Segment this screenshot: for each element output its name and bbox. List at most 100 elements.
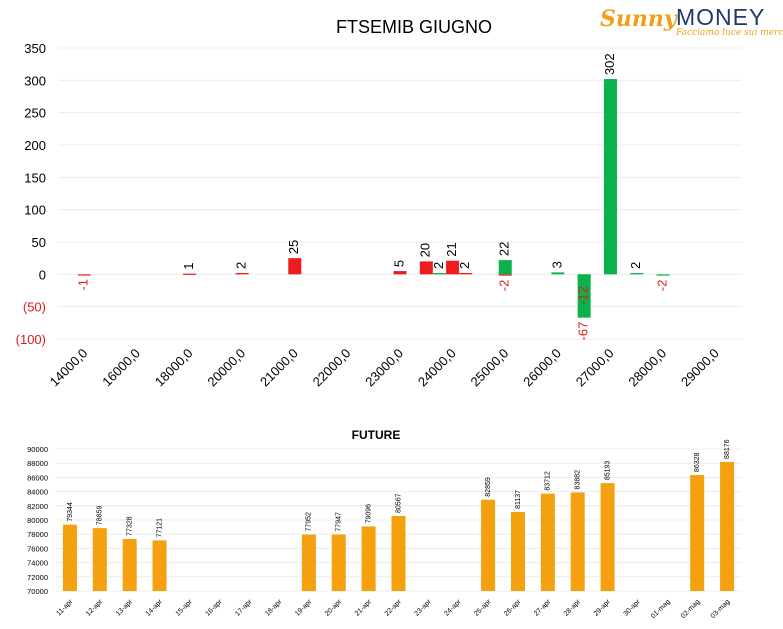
y-tick-label: 76000 (27, 544, 48, 553)
data-label: 2 (234, 262, 249, 269)
x-tick-label: 27-apr (533, 598, 553, 618)
data-label: 3 (549, 261, 564, 268)
data-label: 20 (418, 243, 433, 257)
logo-sunny-text: Sunny (600, 6, 677, 32)
x-tick-label: 21000,0 (257, 346, 301, 390)
x-tick-label: 14000,0 (47, 346, 91, 390)
logo-money-text: MONEY (676, 4, 766, 30)
x-tick-label: 20-apr (324, 598, 344, 618)
bar (152, 540, 167, 591)
bar (577, 274, 591, 318)
bar (570, 492, 585, 591)
sunny-money-logo: Sunny MONEY Facciamo luce sui mercati (600, 4, 783, 40)
data-label: 302 (602, 53, 617, 75)
y-tick-label: 0 (39, 267, 46, 282)
future-chart: FUTURE 90000 88000 86000 84000 82000 80000 7800… (27, 428, 742, 620)
data-label: -1 (76, 279, 91, 291)
ftsemib-options-chart: FTSEMIB GIUGNO 350 300 250 200 150 100 50 0 (50) (… (16, 17, 742, 389)
data-label: 79096 (365, 504, 372, 524)
bar (331, 534, 346, 591)
x-tick-label: 18000,0 (152, 346, 196, 390)
data-label: 2 (628, 262, 643, 269)
y-tick-label: 90000 (27, 445, 48, 454)
data-label: 2 (431, 262, 446, 269)
bar (391, 515, 406, 591)
data-label: 80567 (395, 493, 402, 513)
bar (446, 260, 460, 275)
chart-title: FUTURE (352, 428, 401, 442)
data-label: 83882 (575, 470, 582, 490)
data-label: -67 (576, 322, 591, 341)
x-tick-label: 25-apr (473, 598, 493, 618)
x-tick-label: 11-apr (55, 598, 74, 617)
y-tick-label: 74000 (27, 559, 48, 568)
x-tick-label: 28000,0 (625, 346, 669, 390)
x-tick-label: 29000,0 (678, 346, 722, 390)
y-tick-label: 78000 (27, 530, 48, 539)
data-label: 77121 (156, 518, 163, 538)
y-tick-label: 70000 (27, 587, 48, 596)
x-tick-label: 22000,0 (310, 346, 354, 390)
x-tick-label: 24000,0 (415, 346, 459, 390)
x-tick-label: 28-apr (563, 598, 583, 618)
bar (62, 524, 77, 591)
x-tick-label: 29-apr (593, 598, 613, 618)
x-tick-label: 12-apr (85, 598, 105, 618)
bar (393, 271, 407, 275)
chart-title: FTSEMIB GIUGNO (336, 17, 492, 37)
bar (498, 260, 512, 275)
y-tick-label: 350 (24, 41, 46, 56)
data-label: 79344 (67, 502, 74, 522)
x-tick-label: 18-apr (264, 598, 284, 618)
bar (481, 499, 496, 591)
data-label: 5 (391, 260, 406, 267)
data-label: 25 (286, 240, 301, 254)
y-tick-label: (100) (16, 332, 46, 347)
bar (122, 538, 137, 591)
bar (77, 274, 91, 276)
x-tick-label: 26-apr (503, 598, 523, 618)
x-tick-label: 01-mag (650, 598, 672, 620)
bar (630, 273, 644, 275)
data-label: -12 (576, 286, 591, 305)
bar (510, 511, 525, 591)
bar (288, 258, 302, 275)
x-tick-label: 17-apr (234, 598, 254, 618)
x-tick-label: 03-mag (710, 598, 732, 620)
y-tick-label: 200 (24, 138, 46, 153)
x-tick-label: 15-apr (175, 598, 195, 618)
bar (92, 528, 107, 591)
y-tick-label: 300 (24, 73, 46, 88)
y-tick-label: 150 (24, 170, 46, 185)
data-label: 88176 (724, 439, 731, 459)
x-tick-label: 13-apr (115, 598, 135, 618)
y-tick-label: 100 (24, 203, 46, 218)
x-tick-label: 02-mag (680, 598, 702, 620)
data-label: 81137 (515, 490, 522, 509)
bar (498, 274, 512, 276)
y-tick-label: 50 (32, 235, 46, 250)
x-tick-label: 23-apr (414, 598, 434, 618)
bar (603, 79, 617, 275)
y-tick-label: 86000 (27, 473, 48, 482)
y-tick-label: (50) (23, 300, 46, 315)
bar (577, 274, 591, 283)
x-tick-label: 25000,0 (468, 346, 512, 390)
x-tick-label: 24-apr (443, 598, 463, 618)
data-label: 77952 (306, 512, 313, 532)
bar (432, 273, 446, 275)
y-tick-label: 84000 (27, 488, 48, 497)
x-tick-label: 19-apr (294, 598, 314, 618)
bar (551, 272, 565, 275)
data-label: 22 (497, 242, 512, 256)
data-label: 77328 (127, 516, 134, 536)
bar (540, 493, 555, 591)
logo-tagline: Facciamo luce sui mercati (676, 28, 783, 38)
y-tick-label: 72000 (27, 573, 48, 582)
x-tick-label: 21-apr (354, 598, 374, 618)
x-tick-label: 27000,0 (573, 346, 617, 390)
data-label: 77947 (336, 512, 343, 532)
data-label: 21 (444, 242, 459, 256)
bar (720, 461, 735, 591)
